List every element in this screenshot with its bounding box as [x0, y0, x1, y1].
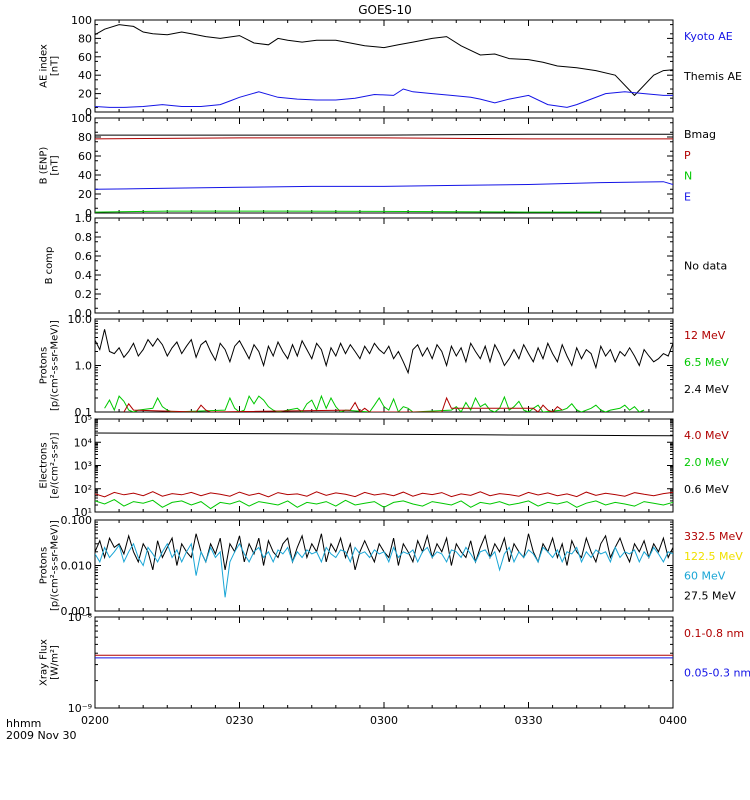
- legend-label: 4.0 MeV: [684, 429, 729, 442]
- y-axis-label: [p/(cm²-s-sr-MeV)]: [50, 520, 61, 611]
- series-line-Kyoto-AE: [95, 88, 673, 108]
- legend-label: No data: [684, 260, 727, 273]
- y-tick-label: 80: [78, 32, 92, 45]
- series-line-N: [95, 210, 601, 213]
- y-tick-label: 60: [78, 150, 92, 163]
- legend-label: 27.5 MeV: [684, 589, 736, 602]
- y-axis-label: Protons: [39, 547, 50, 584]
- series-line-Themis-AE: [95, 24, 673, 97]
- y-tick-label: 0.4: [75, 269, 93, 282]
- legend-label: 122.5 MeV: [684, 550, 743, 563]
- y-tick-label: 0.6: [75, 250, 93, 263]
- y-tick-label: 0.001: [61, 605, 93, 618]
- y-axis-label: [nT]: [50, 155, 61, 175]
- y-tick-label: 20: [78, 88, 92, 101]
- x-tick-label: 0230: [226, 714, 254, 727]
- legend-label: 0.6 MeV: [684, 483, 729, 496]
- footer-date: 2009 Nov 30: [6, 729, 76, 742]
- y-tick-label: 0.100: [61, 514, 93, 527]
- y-axis-label: [e/(cm²-s-sr)]: [50, 432, 61, 498]
- legend-label: P: [684, 149, 691, 162]
- y-tick-label: 0.2: [75, 288, 93, 301]
- series-line-2-4-MeV: [95, 329, 673, 375]
- panel-frame: [94, 217, 674, 314]
- panel-7: 10⁻⁹ 10⁻⁸ Xray Flux [W/m²] 0.1-0.8 nm 0.05-0.…: [39, 611, 750, 715]
- series-line-P: [95, 137, 673, 140]
- legend-label: 0.1-0.8 nm: [684, 627, 744, 640]
- y-axis-label: Xray Flux: [39, 639, 50, 686]
- y-tick-label: 1.0: [75, 212, 93, 225]
- y-tick-label: 10³: [74, 460, 92, 473]
- legend-label: 0.05-0.3 nm: [684, 667, 750, 680]
- y-axis-label: [W/m²]: [50, 645, 61, 680]
- y-tick-label: 0: [85, 207, 92, 220]
- footer-time-unit: hhmm: [6, 717, 41, 730]
- panel-frame: [94, 519, 674, 612]
- y-tick-label: 10⁵: [74, 413, 92, 426]
- y-tick-label: 0: [85, 106, 92, 119]
- series-line-60-MeV: [95, 542, 673, 598]
- x-tick-label: 0330: [515, 714, 543, 727]
- y-axis-label: [p/(cm²-s-sr-MeV)]: [50, 320, 61, 411]
- y-tick-label: 100: [71, 112, 92, 125]
- y-tick-label: 10⁻⁹: [68, 702, 92, 715]
- legend-label: N: [684, 170, 692, 183]
- legend-label: Bmag: [684, 128, 716, 141]
- y-tick-label: 10²: [74, 483, 92, 496]
- series-line-12-MeV: [123, 396, 563, 412]
- y-tick-label: 40: [78, 169, 92, 182]
- y-tick-label: 10.0: [68, 313, 93, 326]
- legend-label: Themis AE: [683, 70, 742, 83]
- series-line-2-0-MeV: [95, 499, 673, 510]
- y-tick-label: 80: [78, 131, 92, 144]
- panel-frame: [94, 117, 674, 214]
- legend-label: E: [684, 190, 691, 203]
- x-tick-label: 0300: [370, 714, 398, 727]
- legend-label: 2.0 MeV: [684, 456, 729, 469]
- series-line-0-6-MeV: [95, 432, 673, 437]
- y-tick-label: 0.8: [75, 231, 93, 244]
- panel-1: 0 20 40 60 80 100 AE index [nT] Kyoto AE Themis A…: [39, 14, 742, 119]
- legend-label: 60 MeV: [684, 570, 726, 583]
- series-line-Bmag: [95, 133, 673, 136]
- series-line-6-5-MeV: [104, 394, 645, 412]
- panel-frame: [94, 616, 674, 709]
- y-tick-label: 10⁻⁸: [68, 611, 93, 624]
- y-tick-label: 40: [78, 69, 92, 82]
- y-tick-label: 20: [78, 188, 92, 201]
- x-tick-label: 0200: [81, 714, 109, 727]
- series-line-E: [95, 181, 673, 190]
- legend-label: 2.4 MeV: [684, 383, 729, 396]
- y-tick-label: 60: [78, 51, 92, 64]
- y-tick-label: 1.0: [75, 360, 93, 373]
- legend-label: 6.5 MeV: [684, 356, 729, 369]
- y-tick-label: 0.1: [75, 406, 93, 419]
- plot-title: GOES-10: [358, 3, 412, 17]
- y-axis-label: [nT]: [50, 56, 61, 76]
- y-tick-label: 0.010: [61, 560, 93, 573]
- series-line-4-0-MeV: [95, 491, 673, 498]
- panel-6: 0.001 0.010 0.100 Protons [p/(cm²-s-sr-MeV)]…: [39, 514, 744, 618]
- legend-label: Kyoto AE: [684, 30, 733, 43]
- y-axis-label: B (ENP): [39, 147, 50, 185]
- y-axis-label: B comp: [44, 247, 55, 285]
- y-tick-label: 0.0: [75, 307, 93, 320]
- panel-frame: [94, 19, 674, 113]
- panel-5: 10¹ 10² 10³ 10⁴ 10⁵ Electrons [e/(cm²-s-sr)] 4.…: [39, 413, 730, 519]
- x-tick-label: 0400: [659, 714, 687, 727]
- legend-label: 332.5 MeV: [684, 530, 743, 543]
- y-tick-label: 10⁴: [74, 436, 93, 449]
- y-tick-label: 10¹: [74, 506, 92, 519]
- panel-2: 0 20 40 60 80 100 B (ENP) [nT] Bmag PNE: [39, 112, 717, 220]
- legend-label: 12 MeV: [684, 329, 726, 342]
- panel-4: 0.1 1.0 10.0 Protons [p/(cm²-s-sr-MeV)] 12 Me…: [39, 313, 730, 419]
- y-axis-label: Protons: [39, 347, 50, 384]
- panel-frame: [94, 318, 674, 413]
- y-axis-label: AE index: [39, 44, 50, 88]
- y-axis-label: Electrons: [39, 442, 50, 488]
- panel-3: 0.0 0.2 0.4 0.6 0.8 1.0 B comp No data: [44, 212, 727, 320]
- y-tick-label: 100: [71, 14, 92, 27]
